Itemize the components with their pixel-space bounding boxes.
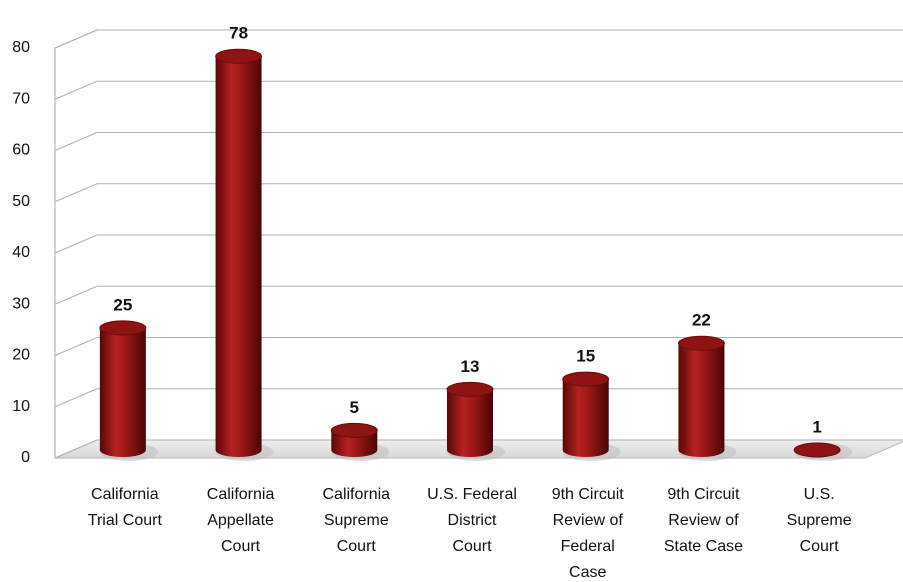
y-tick-label: 10: [12, 398, 30, 415]
grid-line: [54, 285, 903, 305]
grid-line: [54, 234, 903, 254]
bar-top: [330, 422, 378, 438]
bar-group: [330, 422, 390, 461]
grid-line: [54, 439, 903, 459]
grid-line: [54, 388, 903, 408]
y-tick-label: 60: [12, 142, 30, 159]
bar-group: [446, 381, 505, 461]
bar-top: [446, 381, 494, 397]
bar: [99, 327, 146, 450]
y-tick-label: 50: [12, 193, 30, 210]
bar: [447, 389, 493, 450]
grid-line: [54, 132, 903, 151]
y-tick-label: 70: [12, 90, 30, 107]
bar-top: [793, 442, 841, 458]
bar: [678, 343, 725, 450]
y-tick-label: 30: [12, 295, 30, 312]
grid-line: [54, 183, 903, 203]
bar-top: [215, 48, 263, 64]
value-label: 15: [576, 347, 595, 366]
bar: [562, 379, 609, 450]
value-label: 78: [229, 24, 248, 43]
x-tick-label: California Appellate Court: [207, 486, 275, 555]
grid-line: [54, 337, 903, 356]
bar-top: [562, 371, 610, 387]
bar-group: [215, 48, 274, 461]
x-tick-label: U.S. Supreme Court: [787, 486, 852, 555]
value-label: 5: [350, 398, 359, 417]
value-label: 1: [812, 417, 821, 436]
x-tick-label: 9th Circuit Review of State Case: [664, 486, 743, 555]
value-label: 22: [692, 311, 711, 330]
y-tick-label: 20: [12, 347, 30, 364]
grid-line: [54, 80, 903, 100]
bar-top: [99, 320, 147, 336]
y-tick-label: 80: [12, 39, 30, 56]
x-tick-label: California Trial Court: [88, 486, 163, 529]
x-tick-label: 9th Circuit Review of Federal Case: [552, 486, 625, 581]
x-tick-label: U.S. Federal District Court: [427, 486, 517, 555]
x-tick-label: California Supreme Court: [322, 486, 390, 555]
y-tick-label: 40: [12, 244, 30, 261]
value-label: 13: [461, 357, 480, 376]
bar-group: [99, 320, 158, 461]
bar-group: [677, 335, 737, 461]
bar-group: [562, 371, 621, 461]
bar-top: [677, 335, 725, 351]
bar: [215, 56, 262, 450]
bar-group: [793, 442, 853, 461]
grid-line: [54, 29, 903, 49]
value-label: 25: [113, 295, 132, 314]
y-tick-label: 0: [21, 449, 30, 466]
